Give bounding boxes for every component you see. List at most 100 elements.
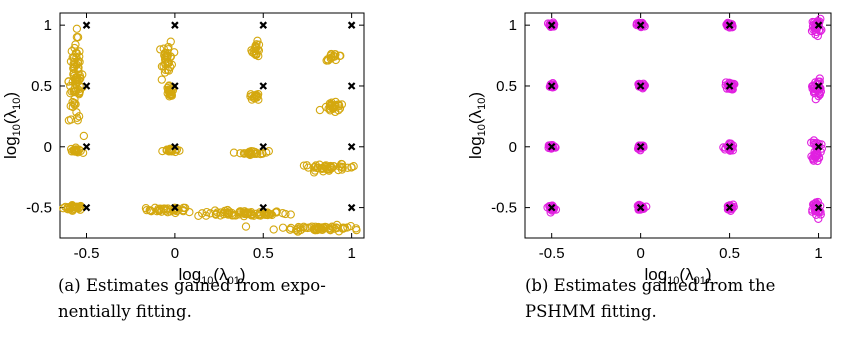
estimate-point (807, 138, 816, 147)
estimate-point (165, 86, 174, 95)
true-value-marker (814, 143, 823, 151)
estimate-point (229, 148, 239, 157)
true-value-marker (259, 82, 268, 90)
estimate-point (163, 51, 172, 60)
y-tick-label: 0 (44, 139, 52, 156)
estimate-point (811, 95, 820, 104)
estimate-point (291, 225, 301, 235)
x-tick-label: 0 (636, 245, 644, 262)
panel-caption: nentially fitting. (58, 302, 192, 321)
estimate-point (219, 210, 228, 219)
estimate-point (163, 208, 172, 217)
x-axis-label-part: (λ (213, 265, 228, 284)
estimate-point (248, 91, 257, 100)
estimate-point (63, 205, 72, 214)
true-value-marker (347, 203, 356, 212)
y-tick-label: 0.5 (496, 78, 517, 95)
estimate-point (337, 160, 347, 169)
estimate-point (321, 161, 331, 170)
true-value-marker (725, 143, 734, 151)
estimate-point (75, 47, 84, 56)
y-tick-label: -0.5 (491, 200, 517, 217)
true-value-marker (547, 21, 556, 29)
estimate-point (256, 149, 265, 159)
y-axis-label-part: log (1, 136, 20, 159)
true-value-marker (171, 203, 179, 212)
estimate-point (329, 51, 339, 61)
estimate-point (254, 211, 264, 220)
x-axis-label-part: log (178, 265, 201, 284)
true-value-marker (259, 203, 268, 212)
panel-b: -0.5 0 0.5 1-0.500.51log10(λ01)log10(λ10)(b… (466, 12, 832, 321)
estimate-point (163, 45, 173, 54)
x-axis-label-part: ) (240, 265, 246, 284)
x-tick-label: -0.5 (74, 245, 100, 262)
true-value-marker (259, 21, 268, 29)
y-axis-label-part: (λ (466, 109, 485, 124)
estimate-point (332, 220, 342, 230)
true-value-marker (547, 143, 556, 151)
estimate-point (72, 202, 81, 211)
true-value-marker (82, 21, 91, 29)
estimate-point (334, 165, 343, 175)
true-value-marker (814, 203, 823, 212)
x-axis-label-part: log (644, 265, 667, 284)
true-value-marker (347, 21, 356, 29)
estimate-point (241, 222, 251, 231)
estimate-point (254, 89, 263, 99)
estimate-point (352, 225, 361, 235)
estimate-point (236, 149, 245, 158)
y-axis-label-part: 10 (11, 124, 23, 136)
estimate-point (304, 163, 313, 172)
estimate-point (311, 226, 320, 235)
true-value-marker (814, 21, 823, 29)
estimate-point (66, 57, 76, 66)
panel-caption: (a) Estimates gained from expo- (58, 276, 326, 295)
panel-caption: (b) Estimates gained from the (525, 276, 775, 295)
estimate-point (336, 51, 345, 60)
x-tick-label: 1 (814, 245, 822, 262)
estimate-point (76, 146, 85, 156)
true-value-marker (347, 82, 356, 90)
estimate-point (157, 75, 166, 84)
estimate-point (245, 147, 254, 156)
y-axis-label: log10(λ10) (466, 92, 488, 159)
plot-frame (524, 12, 832, 239)
estimate-point (244, 148, 253, 158)
estimate-point (635, 21, 644, 30)
estimate-point (202, 207, 211, 217)
estimate-point (547, 20, 556, 29)
estimate-point (330, 52, 339, 61)
true-value-marker (725, 203, 734, 212)
true-value-marker (547, 203, 556, 212)
estimate-point (269, 225, 278, 234)
x-axis-label-part: 10 (667, 275, 679, 287)
estimate-point (239, 149, 249, 158)
estimate-point (64, 77, 73, 86)
y-axis-label-part: log (466, 136, 485, 159)
y-axis-label-part: ) (466, 92, 485, 98)
estimate-point (248, 147, 258, 156)
y-tick-label: 0.5 (31, 78, 52, 95)
true-value-marker (814, 82, 823, 90)
estimate-point (293, 227, 303, 236)
estimate-point (299, 161, 309, 170)
x-tick-label: 1 (347, 245, 355, 262)
estimate-point (635, 81, 645, 91)
estimate-point (346, 221, 355, 231)
y-tick-label: 1 (44, 17, 52, 34)
panel-caption: PSHMM fitting. (525, 302, 657, 321)
true-value-marker (636, 203, 645, 212)
panel-a: -0.5 0 0.5 1-0.500.51log10(λ01)log10(λ10)(a… (1, 12, 365, 321)
estimate-point (74, 112, 84, 121)
estimate-point (185, 207, 194, 217)
estimate-point (206, 209, 215, 218)
estimate-point (337, 165, 347, 174)
estimate-point (71, 40, 80, 49)
estimate-point (328, 102, 337, 111)
true-value-marker (82, 143, 91, 151)
x-tick-label: 0.5 (253, 245, 274, 262)
x-axis-label-part: 01 (228, 275, 240, 287)
true-value-marker (171, 21, 179, 29)
estimate-point (175, 146, 184, 155)
